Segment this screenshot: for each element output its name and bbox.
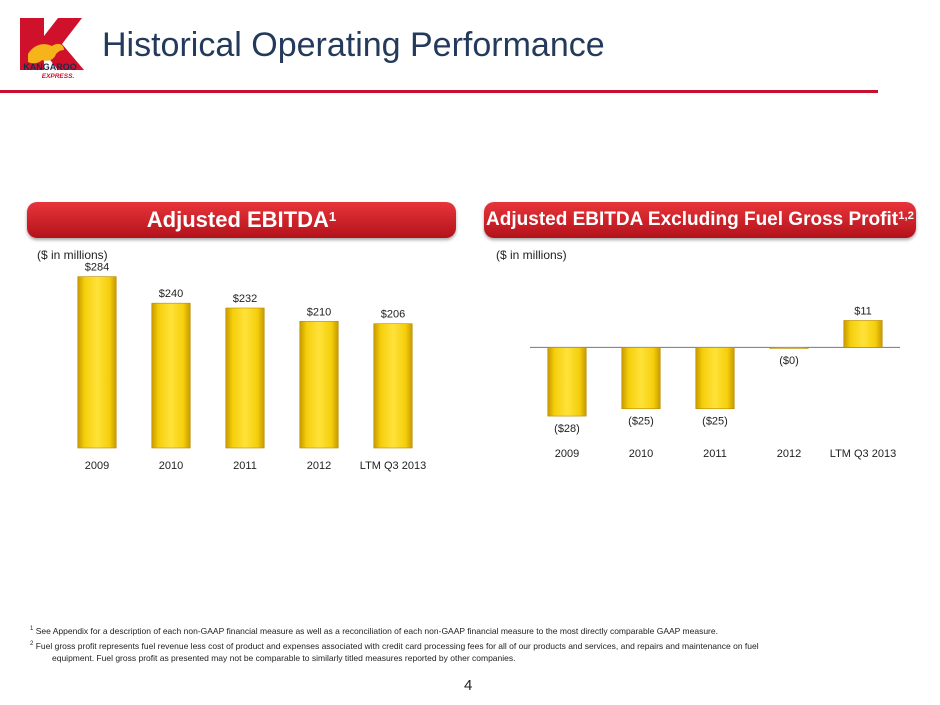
- x-tick-label: 2012: [777, 448, 801, 460]
- data-label: ($28): [554, 423, 580, 435]
- footnotes: 1 See Appendix for a description of each…: [30, 624, 770, 666]
- data-label: ($25): [628, 416, 654, 428]
- x-tick-label: 2010: [629, 448, 653, 460]
- kangaroo-express-logo: KANGAROO EXPRESS.: [20, 18, 84, 80]
- bar-ltm-q3-2013: [843, 320, 883, 348]
- footnote-2-marker: 2: [30, 641, 34, 648]
- panel-header-adjusted-ebitda: Adjusted EBITDA1: [27, 202, 456, 238]
- x-tick-label: 2011: [233, 460, 257, 472]
- data-label: ($0): [779, 355, 799, 367]
- data-label: ($25): [702, 416, 728, 428]
- data-label: $240: [159, 288, 183, 300]
- bar-2012: [769, 347, 809, 349]
- units-note-right: ($ in millions): [496, 248, 567, 262]
- x-tick-label: 2010: [159, 460, 183, 472]
- adjusted-ebitda-chart: $284 2009 $240 2010 $232 2011 $210 2012 $206 LTM …: [77, 262, 426, 472]
- title-divider: [0, 90, 878, 93]
- data-label: $11: [854, 305, 872, 317]
- svg-text:KANGAROO: KANGAROO: [23, 62, 77, 72]
- x-tick-label: 2011: [703, 448, 727, 460]
- panel-title-left: Adjusted EBITDA: [146, 207, 329, 232]
- bar-2009: [547, 347, 587, 417]
- footnote-1-marker: 1: [30, 626, 34, 632]
- bar-2010: [621, 347, 661, 410]
- panel-title-left-footnote-ref: 1: [328, 209, 337, 224]
- bar-2012: [299, 320, 339, 449]
- panel-header-ebitda-ex-fuel: Adjusted EBITDA Excluding Fuel Gross Pro…: [484, 202, 916, 238]
- data-label: $284: [85, 262, 109, 274]
- panel-title-right-footnote-ref: 1,2: [898, 210, 914, 222]
- footnote-2-text: Fuel gross profit represents fuel revenu…: [35, 641, 759, 663]
- bar-ltm-q3-2013: [373, 323, 413, 449]
- x-tick-label: LTM Q3 2013: [830, 448, 896, 460]
- x-tick-label: LTM Q3 2013: [360, 460, 426, 472]
- bar-2009: [77, 276, 117, 449]
- units-note-left: ($ in millions): [37, 248, 108, 262]
- bar-2011: [225, 307, 265, 449]
- x-tick-label: 2009: [85, 460, 109, 472]
- bar-2011: [695, 347, 735, 410]
- panel-title-right: Adjusted EBITDA Excluding Fuel Gross Pro…: [486, 209, 899, 230]
- footnote-1: 1 See Appendix for a description of each…: [30, 624, 770, 637]
- footnote-1-text: See Appendix for a description of each n…: [35, 625, 718, 636]
- data-label: $206: [381, 309, 405, 321]
- page-number: 4: [464, 677, 473, 694]
- data-label: $232: [233, 293, 257, 305]
- page-title: Historical Operating Performance: [102, 26, 605, 64]
- data-label: $210: [307, 306, 331, 318]
- x-tick-label: 2012: [307, 460, 331, 472]
- svg-text:EXPRESS.: EXPRESS.: [42, 73, 75, 80]
- ebitda-ex-fuel-chart: ($28) 2009 ($25) 2010 ($25) 2011 ($0) 2012 $11 LT…: [530, 305, 900, 460]
- x-tick-label: 2009: [555, 448, 579, 460]
- footnote-2: 2 Fuel gross profit represents fuel reve…: [30, 639, 770, 664]
- bar-2010: [151, 302, 191, 449]
